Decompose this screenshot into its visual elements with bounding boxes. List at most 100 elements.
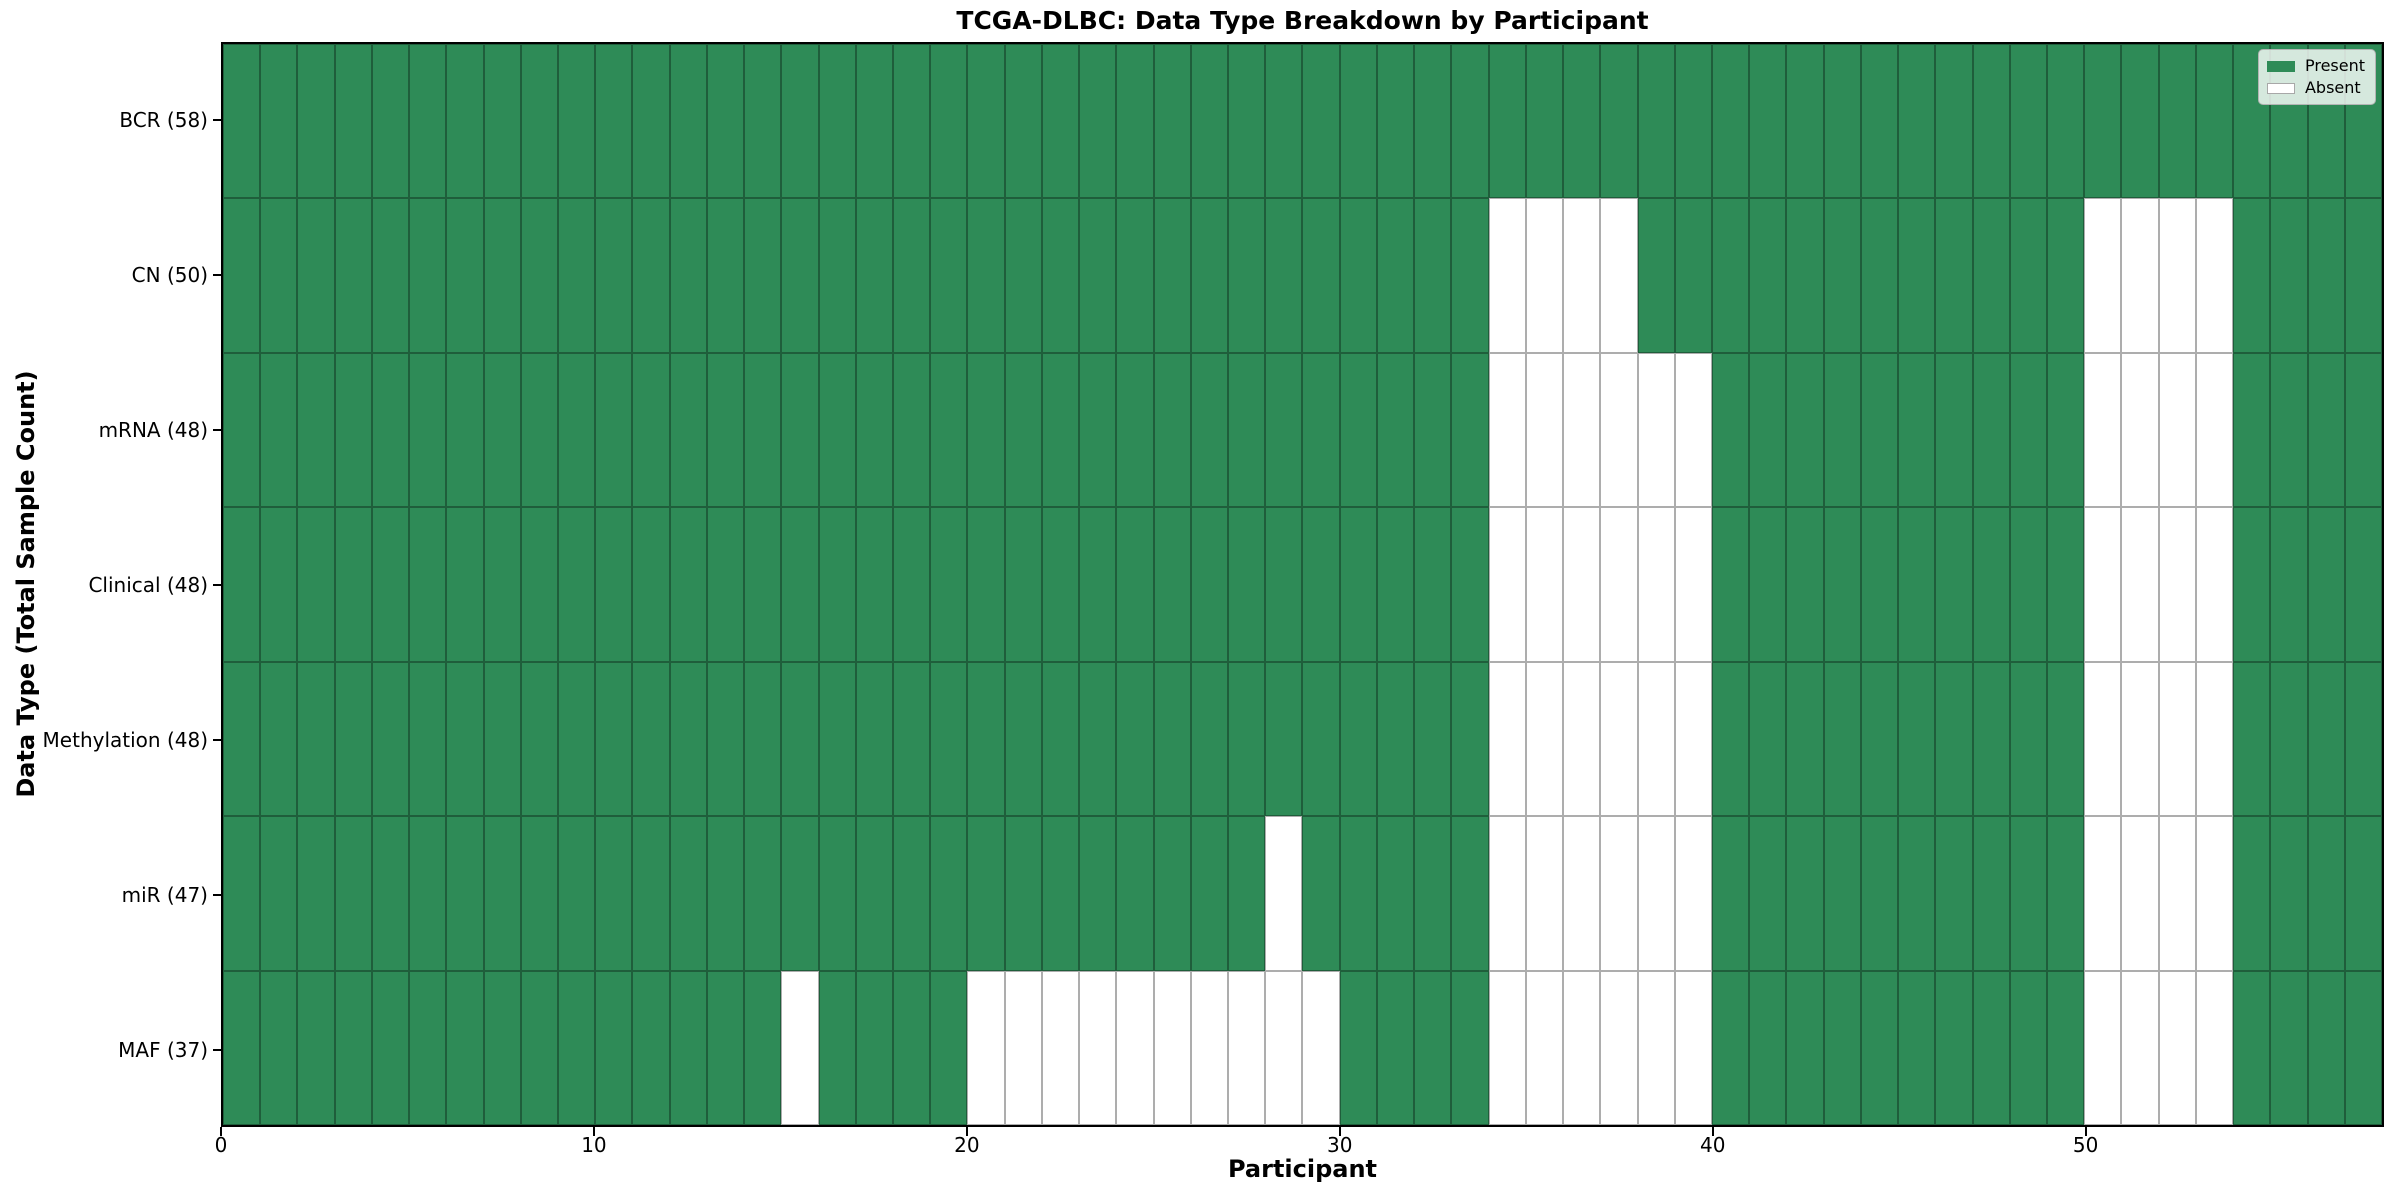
heatmap-cell	[2233, 198, 2271, 353]
heatmap-cell	[1190, 507, 1229, 662]
heatmap-cell	[595, 198, 633, 353]
heatmap-cell	[1600, 816, 1638, 971]
heatmap-cell	[1190, 198, 1229, 353]
heatmap-cell	[1302, 661, 1340, 817]
heatmap-cell	[1674, 661, 1712, 817]
heatmap-cell	[893, 816, 931, 971]
heatmap-cell	[1153, 352, 1191, 508]
heatmap-cell	[595, 816, 633, 971]
heatmap-cell	[1004, 352, 1042, 508]
heatmap-cell	[2009, 661, 2047, 817]
heatmap-cell	[334, 198, 372, 353]
heatmap-cell	[1488, 970, 1526, 1125]
heatmap-cell	[1079, 352, 1117, 508]
y-tick-label: Methylation (48)	[42, 727, 208, 752]
heatmap-cell	[781, 198, 819, 353]
heatmap-cell	[2009, 198, 2047, 353]
heatmap-cell	[632, 198, 670, 353]
heatmap-cell	[967, 661, 1005, 817]
heatmap-cell	[2270, 816, 2308, 971]
heatmap-cell	[558, 198, 596, 353]
heatmap-cell	[632, 816, 670, 971]
heatmap-cell	[1302, 507, 1340, 662]
heatmap-cell	[446, 970, 484, 1125]
heatmap-cell	[2270, 352, 2308, 508]
heatmap-cell	[1041, 198, 1080, 353]
heatmap-cell	[2344, 198, 2382, 353]
heatmap-cell	[1786, 661, 1824, 817]
heatmap-cell	[1190, 970, 1229, 1125]
heatmap-cell	[2307, 661, 2345, 817]
heatmap-cell	[1600, 44, 1638, 199]
heatmap-cell	[2195, 661, 2234, 817]
heatmap-cell	[1041, 661, 1080, 817]
heatmap-cell	[818, 970, 856, 1125]
heatmap-cell	[371, 816, 410, 971]
heatmap-cell	[483, 970, 521, 1125]
heatmap-cell	[223, 816, 261, 971]
heatmap-cell	[1972, 970, 2010, 1125]
heatmap-cell	[1376, 44, 1415, 199]
heatmap-cell	[1041, 44, 1080, 199]
heatmap-cell	[1414, 352, 1452, 508]
heatmap-cell	[1004, 44, 1042, 199]
heatmap-cell	[483, 198, 521, 353]
heatmap-cell	[2084, 198, 2122, 353]
heatmap-cell	[893, 352, 931, 508]
y-tick-label: miR (47)	[121, 882, 208, 907]
heatmap-cell	[1898, 507, 1936, 662]
heatmap-cell	[930, 816, 968, 971]
heatmap-cell	[893, 661, 931, 817]
chart-title: TCGA-DLBC: Data Type Breakdown by Partic…	[956, 6, 1649, 35]
heatmap-cell	[2158, 507, 2196, 662]
heatmap-cell	[483, 352, 521, 508]
heatmap-cell	[1339, 507, 1377, 662]
heatmap-cell	[483, 507, 521, 662]
heatmap-cell	[260, 970, 298, 1125]
heatmap-cell	[1414, 198, 1452, 353]
heatmap-cell	[1228, 816, 1266, 971]
heatmap-cell	[1823, 352, 1861, 508]
heatmap-cell	[669, 507, 707, 662]
heatmap-cell	[2344, 507, 2382, 662]
heatmap-cell	[520, 352, 559, 508]
heatmap-cell	[2009, 507, 2047, 662]
heatmap-cell	[2121, 661, 2159, 817]
heatmap-cell	[1302, 352, 1340, 508]
heatmap-cell	[855, 507, 894, 662]
heatmap-cell	[781, 44, 819, 199]
heatmap-cell	[1153, 816, 1191, 971]
heatmap-cell	[1563, 816, 1601, 971]
heatmap-cell	[1339, 44, 1377, 199]
heatmap-cell	[595, 970, 633, 1125]
heatmap-cell	[1525, 970, 1564, 1125]
heatmap-cell	[2084, 661, 2122, 817]
heatmap-cell	[1116, 507, 1154, 662]
heatmap-cell	[371, 352, 410, 508]
heatmap-cell	[1079, 661, 1117, 817]
heatmap-cell	[818, 352, 856, 508]
heatmap-cell	[1860, 661, 1899, 817]
heatmap-cell	[2046, 970, 2085, 1125]
heatmap-cell	[818, 816, 856, 971]
heatmap-cell	[1302, 816, 1340, 971]
heatmap-cell	[1711, 661, 1750, 817]
heatmap-cell	[1451, 816, 1489, 971]
heatmap-cell	[446, 44, 484, 199]
heatmap-cell	[1153, 44, 1191, 199]
heatmap-cell	[223, 661, 261, 817]
heatmap-cell	[409, 352, 447, 508]
heatmap-cell	[632, 507, 670, 662]
heatmap-cell	[1935, 507, 1973, 662]
y-tick-mark	[213, 428, 221, 431]
heatmap-cell	[371, 507, 410, 662]
heatmap-cell	[669, 816, 707, 971]
x-tick-marks	[220, 1127, 2384, 1136]
heatmap-cell	[1265, 352, 1303, 508]
heatmap-cell	[1749, 661, 1787, 817]
heatmap-cell	[1935, 44, 1973, 199]
heatmap-cell	[520, 816, 559, 971]
heatmap-cell	[595, 507, 633, 662]
heatmap-cell	[855, 816, 894, 971]
heatmap-cell	[706, 816, 745, 971]
